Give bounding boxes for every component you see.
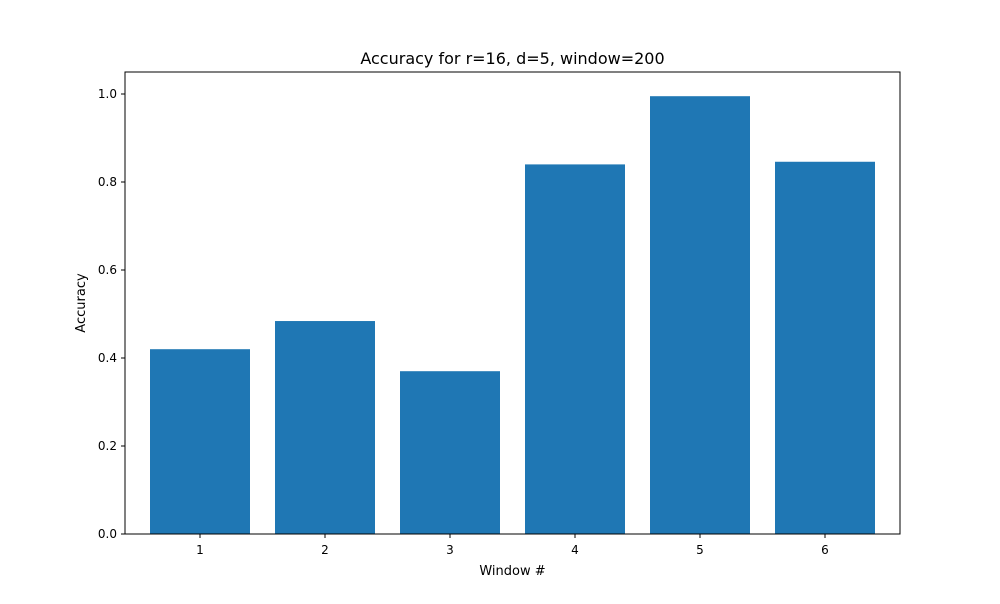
bars-layer <box>150 96 875 534</box>
bar-window-5 <box>650 96 750 534</box>
bar-window-4 <box>525 164 625 534</box>
x-tick-label: 3 <box>446 543 454 557</box>
bar-window-6 <box>775 161 875 534</box>
x-tick-label: 6 <box>821 543 829 557</box>
chart-title: Accuracy for r=16, d=5, window=200 <box>360 49 664 68</box>
bar-window-1 <box>150 349 250 534</box>
y-tick-label: 0.0 <box>98 527 117 541</box>
y-tick-label: 0.6 <box>98 263 117 277</box>
y-axis: 0.0 0.2 0.4 0.6 0.8 1.0 <box>98 87 125 541</box>
plot-frame <box>124 71 901 535</box>
x-axis: 1 2 3 4 5 6 <box>196 534 829 557</box>
x-tick-label: 4 <box>571 543 579 557</box>
x-tick-label: 2 <box>321 543 329 557</box>
y-tick-label: 0.8 <box>98 175 117 189</box>
x-tick-label: 5 <box>696 543 704 557</box>
x-axis-label: Window # <box>479 564 545 579</box>
bar-window-2 <box>275 321 375 534</box>
y-tick-label: 0.4 <box>98 351 117 365</box>
y-axis-label: Accuracy <box>74 273 89 333</box>
x-tick-label: 1 <box>196 543 204 557</box>
y-tick-label: 0.2 <box>98 439 117 453</box>
y-tick-label: 1.0 <box>98 87 117 101</box>
bar-window-3 <box>400 371 500 534</box>
